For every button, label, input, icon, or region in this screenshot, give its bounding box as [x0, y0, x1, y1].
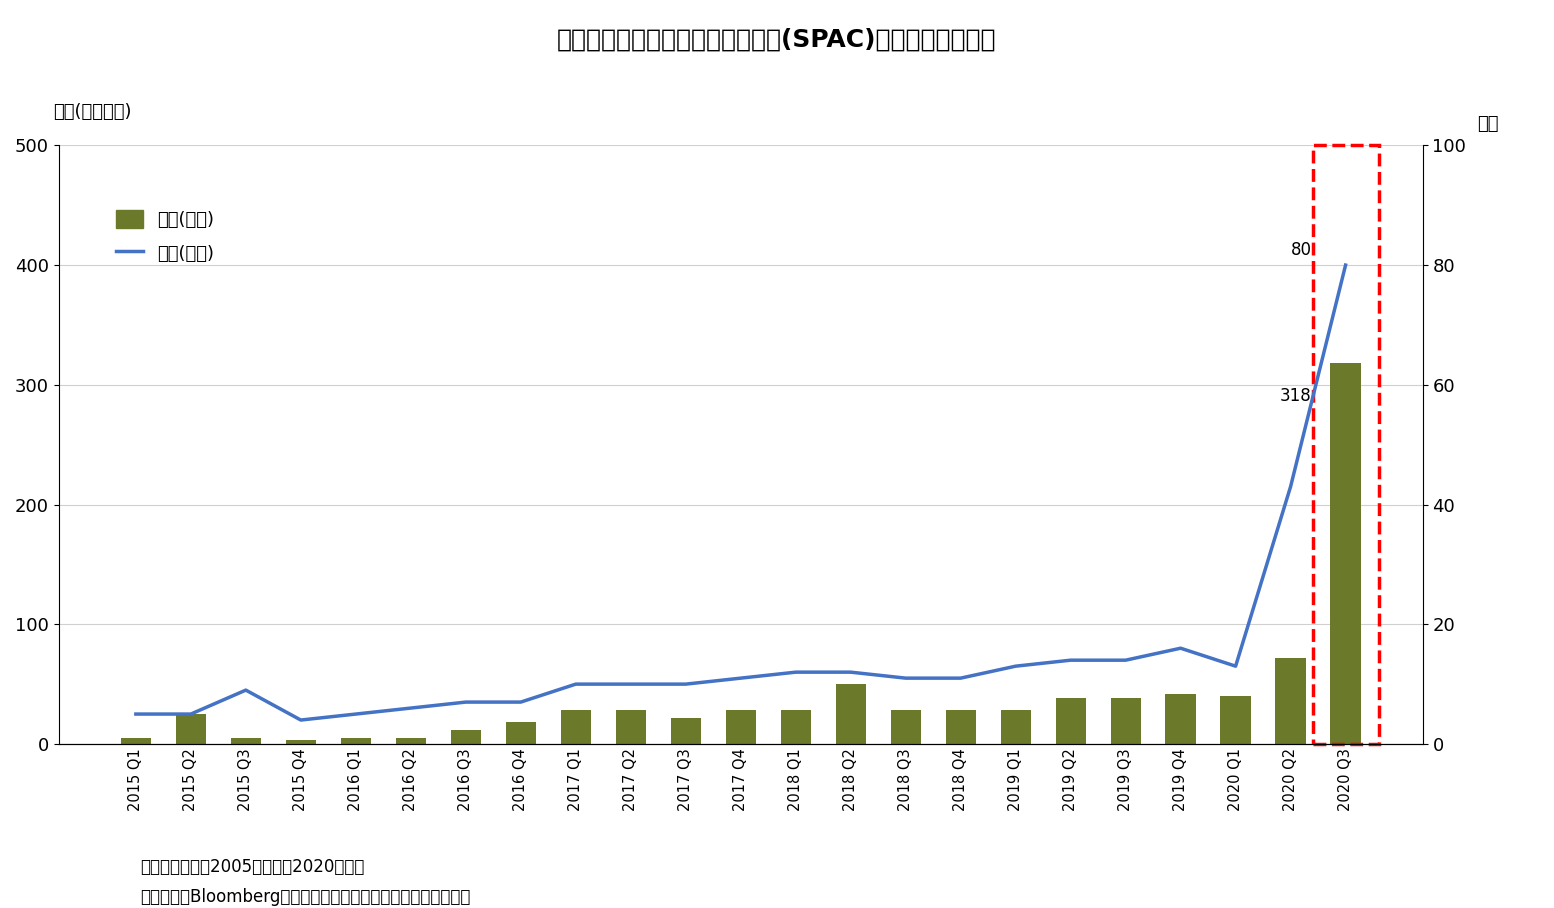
Bar — [1330, 363, 1361, 744]
Text: 318: 318 — [1280, 387, 1312, 405]
Bar — [1111, 698, 1141, 744]
Bar — [1001, 710, 1030, 744]
Bar — [561, 710, 591, 744]
Bar — [1055, 698, 1086, 744]
Bar — [726, 710, 755, 744]
Bar — [836, 684, 866, 744]
Bar — [1166, 694, 1195, 744]
Bar — [451, 730, 480, 744]
Bar — [230, 738, 261, 744]
Bar — [890, 710, 922, 744]
Bar — [945, 710, 976, 744]
Text: （出所）　Bloombergのデータをもとにニッセイ基礎研究所作成: （出所） Bloombergのデータをもとにニッセイ基礎研究所作成 — [140, 888, 471, 906]
Text: 件数: 件数 — [1478, 115, 1498, 133]
Bar — [1276, 657, 1305, 744]
Bar — [505, 723, 536, 744]
Bar — [615, 710, 646, 744]
Bar — [176, 714, 207, 744]
Bar — [121, 738, 151, 744]
Text: 金額(億米ドル): 金額(億米ドル) — [53, 104, 132, 122]
Text: （注）　期間：2005年１月～2020年９月: （注） 期間：2005年１月～2020年９月 — [140, 858, 364, 876]
Bar — [340, 738, 371, 744]
Bar — [396, 738, 426, 744]
Text: 図表３　米国の特別買収目的会社(SPAC)の上場件数の推移: 図表３ 米国の特別買収目的会社(SPAC)の上場件数の推移 — [558, 27, 996, 51]
Text: 80: 80 — [1290, 242, 1312, 259]
Bar — [780, 710, 811, 744]
Bar — [286, 740, 315, 744]
Bar — [1220, 696, 1251, 744]
Legend: 金額(左軸), 件数(右軸): 金額(左軸), 件数(右軸) — [109, 202, 222, 270]
Bar — [671, 717, 701, 744]
